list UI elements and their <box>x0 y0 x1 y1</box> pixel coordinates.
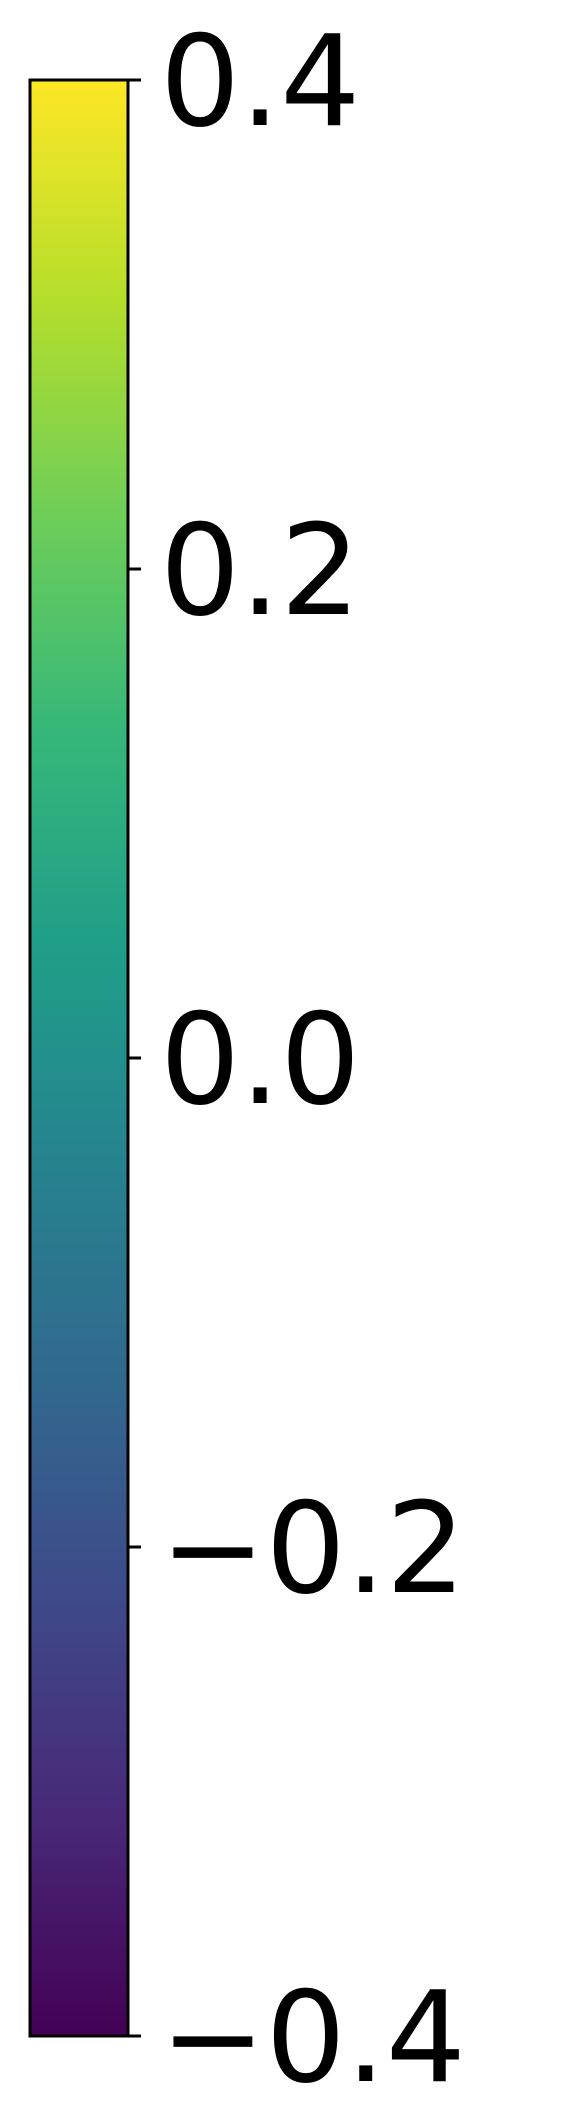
colorbar-tick-label: 0.4 <box>160 8 360 155</box>
colorbar-tick-label: 0.0 <box>160 986 360 1133</box>
colorbar-ticks: 0.4 0.2 0.0 −0.2 −0.4 <box>128 8 466 2104</box>
colorbar-tick-label: −0.2 <box>160 1475 466 1622</box>
colorbar-tick-label: −0.4 <box>160 1964 466 2104</box>
colorbar-tick-label: 0.2 <box>160 497 360 644</box>
colorbar-gradient <box>30 80 128 2036</box>
